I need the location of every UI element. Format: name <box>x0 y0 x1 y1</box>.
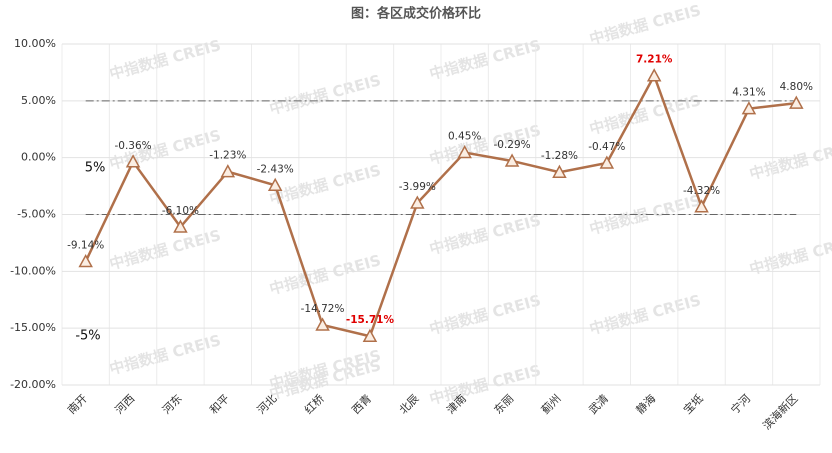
chart-title: 图：各区成交价格环比 <box>351 6 481 22</box>
y-tick-label: 5.00% <box>21 94 56 107</box>
watermark: 中指数据 CREIS <box>108 226 223 273</box>
value-label: -6.10% <box>162 205 199 217</box>
marker <box>599 155 615 169</box>
value-label: -1.23% <box>209 150 246 162</box>
reference-label: 5% <box>85 161 106 176</box>
watermark: 中指数据 CREIS <box>748 136 832 183</box>
watermark: 中指数据 CREIS <box>588 91 703 138</box>
value-label: -4.32% <box>683 185 720 197</box>
y-tick-label: -10.00% <box>10 264 56 277</box>
x-tick-label: 北辰 <box>397 392 422 417</box>
value-label: 7.21% <box>636 54 673 66</box>
x-tick-label: 宁河 <box>728 391 753 416</box>
marker <box>504 153 520 167</box>
x-tick-label: 滨海新区 <box>760 391 801 432</box>
x-tick-label: 河东 <box>160 392 185 417</box>
marker <box>362 328 378 342</box>
x-tick-label: 河西 <box>113 392 138 417</box>
marker <box>78 253 93 268</box>
marker <box>789 95 804 109</box>
x-tick-label: 蓟州 <box>539 392 564 417</box>
reference-label: -5% <box>75 329 100 344</box>
value-label: -0.47% <box>588 141 625 153</box>
marker <box>552 164 567 178</box>
watermark: 中指数据 CREIS <box>428 36 543 83</box>
watermark: 中指数据 CREIS <box>108 331 223 378</box>
marker <box>220 164 236 178</box>
x-tick-label: 宝坻 <box>680 391 705 416</box>
marker <box>267 177 283 192</box>
value-label: 4.31% <box>732 87 765 99</box>
x-tick-label: 武清 <box>586 392 611 417</box>
value-label: -2.43% <box>257 163 294 175</box>
marker <box>694 199 709 213</box>
value-label: 0.45% <box>448 131 481 143</box>
x-tick-label: 静海 <box>633 391 658 416</box>
value-label: -0.36% <box>114 140 151 152</box>
marker <box>173 219 188 233</box>
y-tick-label: -5.00% <box>17 208 56 221</box>
x-tick-label: 红桥 <box>302 392 327 417</box>
line <box>84 72 797 338</box>
marker <box>457 144 472 159</box>
y-tick-label: -15.00% <box>10 321 56 334</box>
value-label: -0.29% <box>493 139 530 151</box>
marker <box>315 317 330 331</box>
watermark: 中指数据 CREIS <box>268 251 383 298</box>
marker <box>646 68 662 82</box>
x-tick-label: 东丽 <box>492 392 517 417</box>
watermark: 中指数据 CREIS <box>268 71 383 118</box>
watermark: 中指数据 CREIS <box>588 1 703 48</box>
value-label: -15.71% <box>346 314 395 326</box>
value-label: -3.99% <box>399 181 436 193</box>
y-tick-label: -20.00% <box>10 378 56 391</box>
value-label: -9.14% <box>67 240 104 252</box>
y-tick-label: 0.00% <box>21 151 56 164</box>
watermark: 中指数据 CREIS <box>428 211 543 258</box>
marker <box>741 101 757 115</box>
watermark: 中指数据 CREIS <box>428 291 543 338</box>
x-tick-label: 西青 <box>349 392 374 417</box>
watermark: 中指数据 CREIS <box>588 291 703 338</box>
value-label: -14.72% <box>301 303 345 315</box>
x-tick-label: 和平 <box>207 392 232 417</box>
x-tick-label: 南开 <box>65 392 90 417</box>
marker <box>410 195 425 209</box>
watermark: 中指数据 CREIS <box>108 36 223 83</box>
marker <box>125 154 141 168</box>
value-label: 4.80% <box>780 81 813 93</box>
value-label: -1.28% <box>541 150 578 162</box>
y-tick-label: 10.00% <box>14 37 56 50</box>
